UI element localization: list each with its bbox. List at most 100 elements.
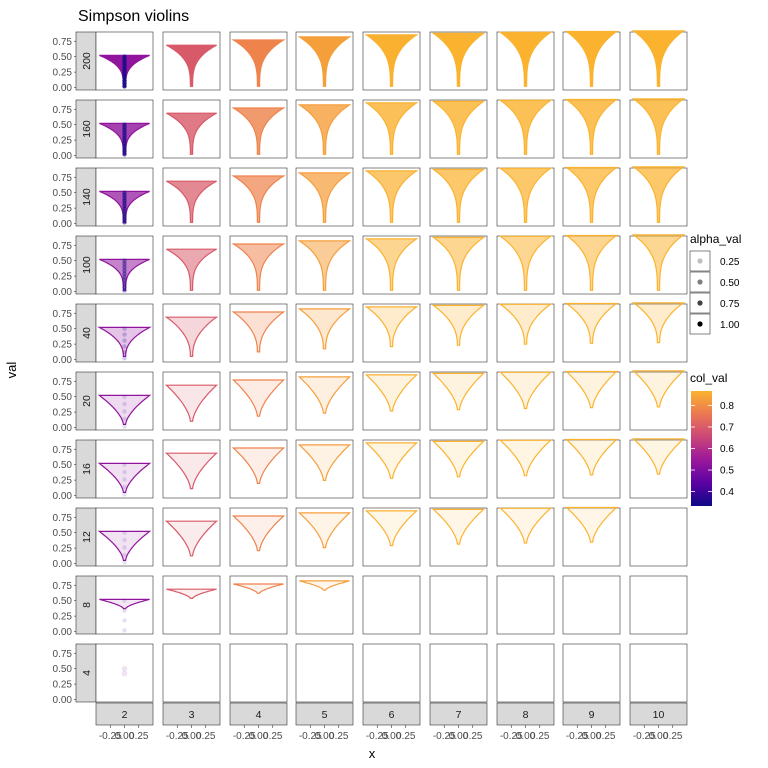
data-point	[122, 356, 127, 361]
y-tick-label: 0.00	[53, 695, 73, 706]
data-point	[122, 261, 127, 267]
x-tick-label: 0.00	[649, 731, 669, 742]
data-point	[122, 258, 127, 263]
alpha-legend-point	[697, 258, 703, 264]
column-strip-label: 2	[122, 709, 128, 721]
row-strip-label: 160	[81, 120, 93, 138]
y-tick-label: 0.75	[53, 37, 73, 48]
x-tick-label: -0.25	[566, 731, 589, 742]
y-tick-label: 0.25	[53, 476, 73, 487]
data-point	[122, 628, 127, 633]
y-tick-label: 0.75	[53, 581, 73, 592]
x-tick-label: 0.00	[182, 731, 202, 742]
x-tick-label: 0.00	[115, 731, 135, 742]
violin-shape	[99, 598, 150, 610]
y-axis-title: val	[4, 362, 19, 379]
facet-panel	[362, 575, 421, 635]
y-tick-label: 0.50	[53, 256, 73, 267]
violin-shape	[364, 442, 419, 479]
violin-shape	[164, 316, 219, 357]
violin-shape	[364, 102, 419, 155]
facet-panel	[496, 303, 555, 363]
alpha-legend-label: 0.75	[720, 299, 740, 310]
violin-shape	[231, 107, 286, 155]
alpha-legend-point	[697, 300, 703, 306]
column-strip-label: 9	[589, 709, 595, 721]
x-tick-label: 0.00	[582, 731, 602, 742]
y-tick-label: 0.50	[53, 392, 73, 403]
violin-shape	[166, 248, 217, 291]
y-tick-label: 0.25	[53, 340, 73, 351]
data-point	[121, 670, 128, 677]
violin-shape	[364, 34, 419, 87]
facet-panel	[629, 507, 688, 567]
data-point	[122, 271, 127, 277]
facet-panel	[162, 371, 221, 431]
violin-shape	[631, 30, 686, 87]
violin-shape	[164, 520, 219, 557]
violin-shape	[498, 507, 553, 544]
x-tick-label: -0.25	[299, 731, 322, 742]
x-tick-label: -0.25	[233, 731, 256, 742]
violin-shape	[97, 394, 152, 425]
violin-shape	[297, 308, 352, 350]
violin-shape	[564, 370, 619, 409]
violin-shape	[431, 168, 486, 223]
x-tick-label: -0.25	[633, 731, 656, 742]
y-tick-label: 0.25	[53, 408, 73, 419]
data-point	[122, 284, 127, 290]
facet-panel	[95, 303, 154, 363]
y-tick-label: 0.50	[53, 52, 73, 63]
y-tick-label: 0.50	[53, 528, 73, 539]
violin-shape	[564, 438, 619, 476]
data-point	[122, 274, 127, 280]
y-tick-label: 0.25	[53, 544, 73, 555]
violin-shape	[431, 304, 486, 346]
data-point	[122, 401, 127, 407]
facet-panel	[362, 643, 421, 703]
x-tick-label: 0.25	[196, 731, 216, 742]
y-tick-label: 0.25	[53, 680, 73, 691]
data-point	[122, 424, 127, 429]
alpha-legend-label: 0.50	[720, 278, 740, 289]
facet-panel	[629, 371, 688, 431]
violin-shape	[97, 530, 152, 561]
violin-shape	[166, 588, 217, 599]
y-tick-label: 0.25	[53, 68, 73, 79]
facet-panel	[562, 439, 621, 499]
data-point	[122, 416, 127, 422]
violin-shape	[297, 512, 352, 549]
violin-shape	[431, 440, 486, 478]
y-tick-label: 0.00	[53, 355, 73, 366]
alpha-legend-point	[697, 321, 703, 327]
data-point	[122, 350, 127, 355]
violin-shape	[166, 112, 217, 155]
data-point	[122, 326, 127, 331]
y-tick-label: 0.25	[53, 272, 73, 283]
y-tick-label: 0.75	[53, 377, 73, 388]
facet-panel	[429, 507, 488, 567]
x-tick-label: 0.00	[449, 731, 469, 742]
x-tick-label: 0.25	[396, 731, 416, 742]
violin-shape	[297, 240, 352, 291]
violin-shape	[231, 379, 286, 417]
data-point	[122, 278, 127, 283]
violin-shape	[564, 234, 619, 291]
facet-panel	[162, 575, 221, 635]
y-tick-label: 0.25	[53, 612, 73, 623]
data-point	[122, 268, 127, 273]
facet-panel	[562, 371, 621, 431]
alpha-legend-label: 1.00	[720, 320, 740, 331]
violin-shape	[364, 306, 419, 348]
row-strip-label: 200	[81, 52, 93, 70]
y-tick-label: 0.50	[53, 664, 73, 675]
row-strip-label: 8	[81, 602, 93, 608]
data-point	[122, 394, 127, 399]
color-legend-label: 0.5	[720, 466, 734, 477]
data-point	[122, 469, 127, 475]
violin-shape	[166, 44, 217, 87]
violin-shape	[498, 439, 553, 477]
violin-shape	[364, 510, 419, 547]
data-point	[122, 477, 127, 482]
